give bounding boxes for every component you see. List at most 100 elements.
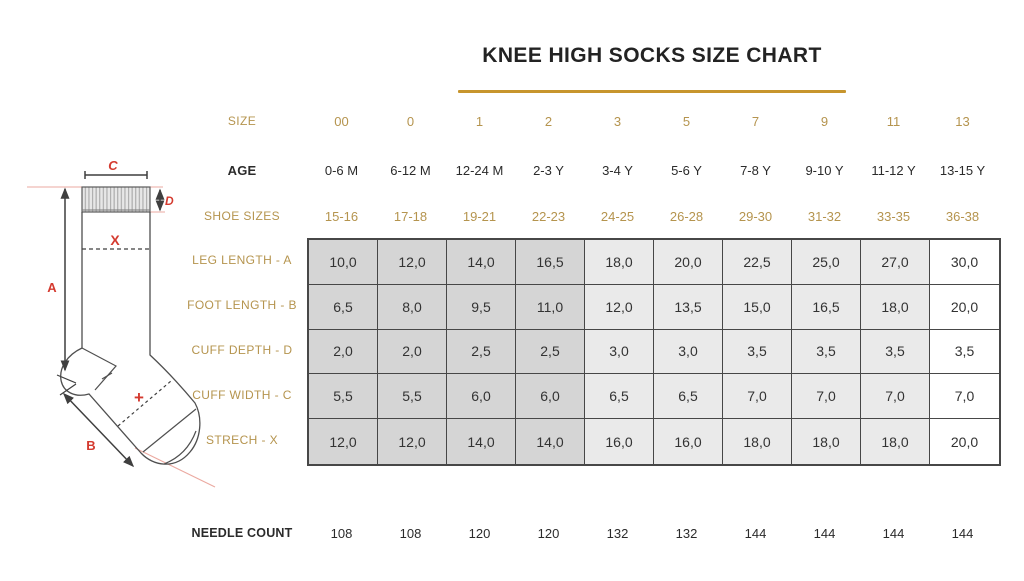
measurement-cell: 16,5 — [516, 240, 585, 285]
row-label-cuff-width: CUFF WIDTH - C — [192, 387, 292, 402]
measurement-cell: 7,0 — [861, 374, 930, 420]
measurement-cell: 12,0 — [378, 240, 447, 285]
sock-measurement-diagram: C D A X B + — [27, 158, 216, 488]
measurement-cell: 18,0 — [861, 284, 930, 330]
size-row-label: SIZE — [227, 114, 257, 128]
measurement-cell: 7,0 — [930, 374, 999, 420]
size-column-header: 7 — [751, 113, 760, 129]
shoe-size-value: 17-18 — [393, 208, 428, 224]
measurement-cell: 16,0 — [585, 419, 654, 464]
shoe-sizes-header-row: SHOE SIZES 15-16 17-18 19-21 22-23 24-25 26-2… — [177, 204, 1007, 228]
measurement-cell: 14,0 — [447, 240, 516, 285]
age-row-label: AGE — [227, 162, 257, 178]
age-value: 2-3 Y — [533, 162, 564, 178]
measurement-cell: 2,5 — [447, 329, 516, 375]
measurement-cell: 15,0 — [723, 284, 792, 330]
label-b: B — [86, 438, 95, 453]
needle-count-value: 108 — [399, 525, 422, 541]
shoe-size-value: 29-30 — [738, 208, 773, 224]
sock-cuff-ribbing — [81, 186, 151, 213]
measurement-cell: 6,5 — [585, 374, 654, 420]
measurement-cell: 18,0 — [723, 419, 792, 464]
measurement-cell: 18,0 — [861, 419, 930, 464]
title-underline — [458, 90, 846, 93]
measurement-cell: 20,0 — [930, 419, 999, 464]
measurement-cell: 7,0 — [792, 374, 861, 420]
measurement-cell: 8,0 — [378, 284, 447, 330]
measurement-cell: 27,0 — [861, 240, 930, 285]
measurement-cell: 3,0 — [585, 329, 654, 375]
measurement-cell: 3,5 — [792, 329, 861, 375]
needle-count-value: 144 — [951, 525, 974, 541]
age-value: 9-10 Y — [805, 162, 844, 178]
dimension-arrows — [56, 171, 165, 468]
measurement-cell: 9,5 — [447, 284, 516, 330]
size-column-header: 13 — [955, 113, 970, 129]
measurement-cell: 12,0 — [585, 284, 654, 330]
needle-count-value: 120 — [468, 525, 491, 541]
measurement-cell: 3,5 — [723, 329, 792, 375]
measurement-cell: 20,0 — [654, 240, 723, 285]
measurement-cell: 6,5 — [309, 284, 378, 330]
arrow-b — [62, 392, 135, 468]
measurement-cell: 3,5 — [861, 329, 930, 375]
heel-gusset-lines — [81, 347, 117, 391]
label-x: X — [110, 232, 120, 248]
age-value: 7-8 Y — [740, 162, 771, 178]
size-column-header: 3 — [613, 113, 622, 129]
label-d: D — [165, 194, 174, 208]
row-label-foot-length: FOOT LENGTH - B — [187, 298, 297, 313]
measurement-cell: 18,0 — [585, 240, 654, 285]
measurement-cell: 3,0 — [654, 329, 723, 375]
measurement-table: 10,0 12,0 14,0 16,5 18,0 20,0 22,5 25,0 27,0 30,0… — [307, 238, 1001, 466]
shoe-size-value: 31-32 — [807, 208, 842, 224]
toe-seam-lines — [142, 408, 197, 465]
needle-count-value: 144 — [813, 525, 836, 541]
measurement-cell: 6,5 — [654, 374, 723, 420]
measurement-cell: 10,0 — [309, 240, 378, 285]
measurement-cell: 18,0 — [792, 419, 861, 464]
size-column-header: 1 — [475, 113, 484, 129]
shoe-size-value: 19-21 — [462, 208, 497, 224]
label-a: A — [47, 280, 57, 295]
needle-count-value: 108 — [330, 525, 353, 541]
heel-tick-marks — [56, 374, 77, 396]
label-plus: + — [134, 388, 144, 407]
foot-dashed-line — [117, 380, 172, 427]
needle-count-value: 120 — [537, 525, 560, 541]
measurement-cell: 6,0 — [516, 374, 585, 420]
measurement-cell: 5,5 — [309, 374, 378, 420]
age-value: 5-6 Y — [671, 162, 702, 178]
shoe-size-value: 15-16 — [324, 208, 359, 224]
measurement-cell: 22,5 — [723, 240, 792, 285]
shoe-size-value: 26-28 — [669, 208, 704, 224]
shoe-sizes-row-label: SHOE SIZES — [203, 209, 281, 223]
measurement-cell: 7,0 — [723, 374, 792, 420]
measurement-cell: 16,0 — [654, 419, 723, 464]
size-column-header: 0 — [406, 113, 415, 129]
age-value: 11-12 Y — [871, 162, 916, 178]
measurement-cell: 13,5 — [654, 284, 723, 330]
measurement-cell: 2,0 — [378, 329, 447, 375]
measurement-cell: 2,5 — [516, 329, 585, 375]
needle-count-value: 144 — [744, 525, 767, 541]
measurement-cell: 11,0 — [516, 284, 585, 330]
measurement-cell: 30,0 — [930, 240, 999, 285]
age-value: 13-15 Y — [939, 162, 986, 178]
label-c: C — [108, 158, 118, 173]
age-header-row: AGE 0-6 M 6-12 M 12-24 M 2-3 Y 3-4 Y 5-6 Y 7-8… — [177, 157, 1007, 183]
size-column-header: 2 — [544, 113, 553, 129]
measurement-cell: 20,0 — [930, 284, 999, 330]
needle-count-value: 144 — [882, 525, 905, 541]
age-value: 3-4 Y — [602, 162, 633, 178]
needle-count-value: 132 — [606, 525, 629, 541]
shoe-size-value: 24-25 — [600, 208, 635, 224]
measurement-cell: 5,5 — [378, 374, 447, 420]
size-column-header: 00 — [334, 113, 349, 129]
measurement-cell: 3,5 — [930, 329, 999, 375]
measurement-cell: 6,0 — [447, 374, 516, 420]
row-label-cuff-depth: CUFF DEPTH - D — [191, 342, 293, 357]
size-column-header: 11 — [886, 113, 901, 129]
measurement-cell: 2,0 — [309, 329, 378, 375]
